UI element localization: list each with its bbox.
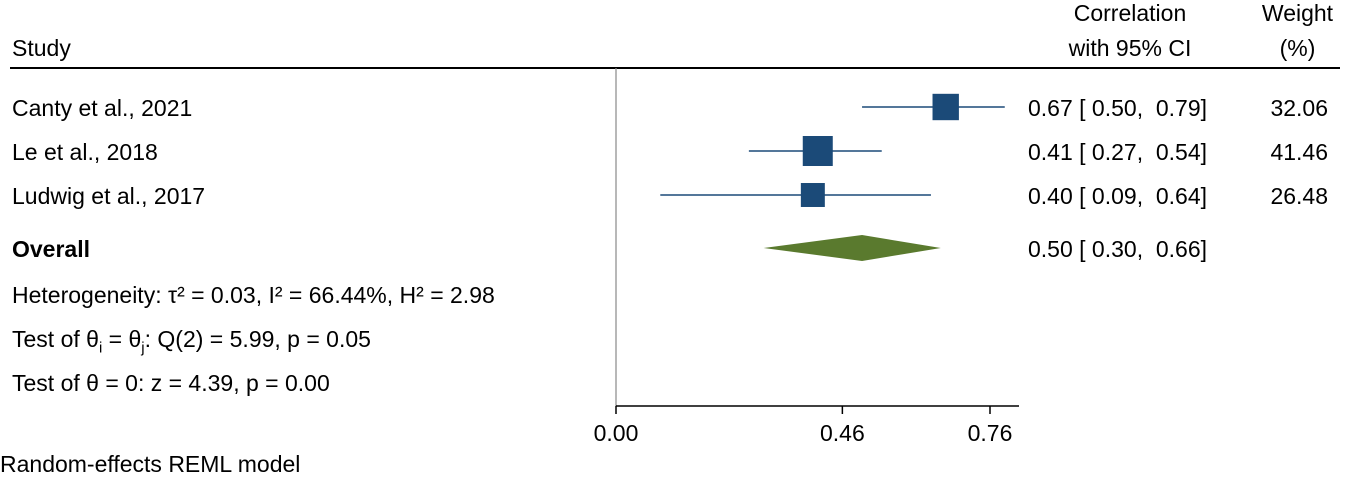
study-weight: 32.06 — [1270, 95, 1328, 121]
study-label: Le et al., 2018 — [12, 139, 158, 165]
header-study: Study — [12, 35, 71, 61]
x-tick-label: 0.00 — [594, 420, 639, 446]
study-label: Ludwig et al., 2017 — [12, 183, 206, 209]
x-tick-label: 0.76 — [968, 420, 1013, 446]
x-tick-label: 0.46 — [820, 420, 865, 446]
test-theta-sub-j: j — [141, 339, 145, 357]
test-theta-sub-i: i — [98, 339, 103, 357]
heterogeneity-stats: Heterogeneity: τ² = 0.03, I² = 66.44%, H… — [12, 282, 495, 308]
study-marker — [802, 136, 833, 166]
study-weight: 41.46 — [1270, 139, 1328, 165]
study-marker — [932, 93, 959, 121]
study-ci-text: 0.40 [ 0.09, 0.64] — [1028, 183, 1208, 209]
study-ci-text: 0.67 [ 0.50, 0.79] — [1028, 95, 1208, 121]
test-theta-pre: Test of θ — [12, 326, 99, 352]
overall-ci-text: 0.50 [ 0.30, 0.66] — [1028, 236, 1208, 262]
study-label: Canty et al., 2021 — [12, 95, 193, 121]
study-marker — [800, 183, 825, 207]
study-ci-text: 0.41 [ 0.27, 0.54] — [1028, 139, 1208, 165]
test-theta-zero: Test of θ = 0: z = 4.39, p = 0.00 — [12, 370, 330, 396]
header-effect-line2: with 95% CI — [1068, 35, 1192, 61]
header-weight-line2: (%) — [1279, 35, 1316, 61]
test-theta-eq: = θ — [102, 326, 142, 352]
test-theta-post: : Q(2) = 5.99, p = 0.05 — [144, 326, 371, 352]
header-effect-line1: Correlation — [1073, 0, 1187, 26]
footnote: Random-effects REML model — [0, 451, 301, 477]
overall-diamond — [763, 235, 941, 261]
header-weight-line1: Weight — [1261, 0, 1334, 26]
test-theta-equality: Test of θi = θj: Q(2) = 5.99, p = 0.05 — [12, 326, 371, 356]
overall-label: Overall — [12, 236, 90, 262]
study-weight: 26.48 — [1270, 183, 1328, 209]
